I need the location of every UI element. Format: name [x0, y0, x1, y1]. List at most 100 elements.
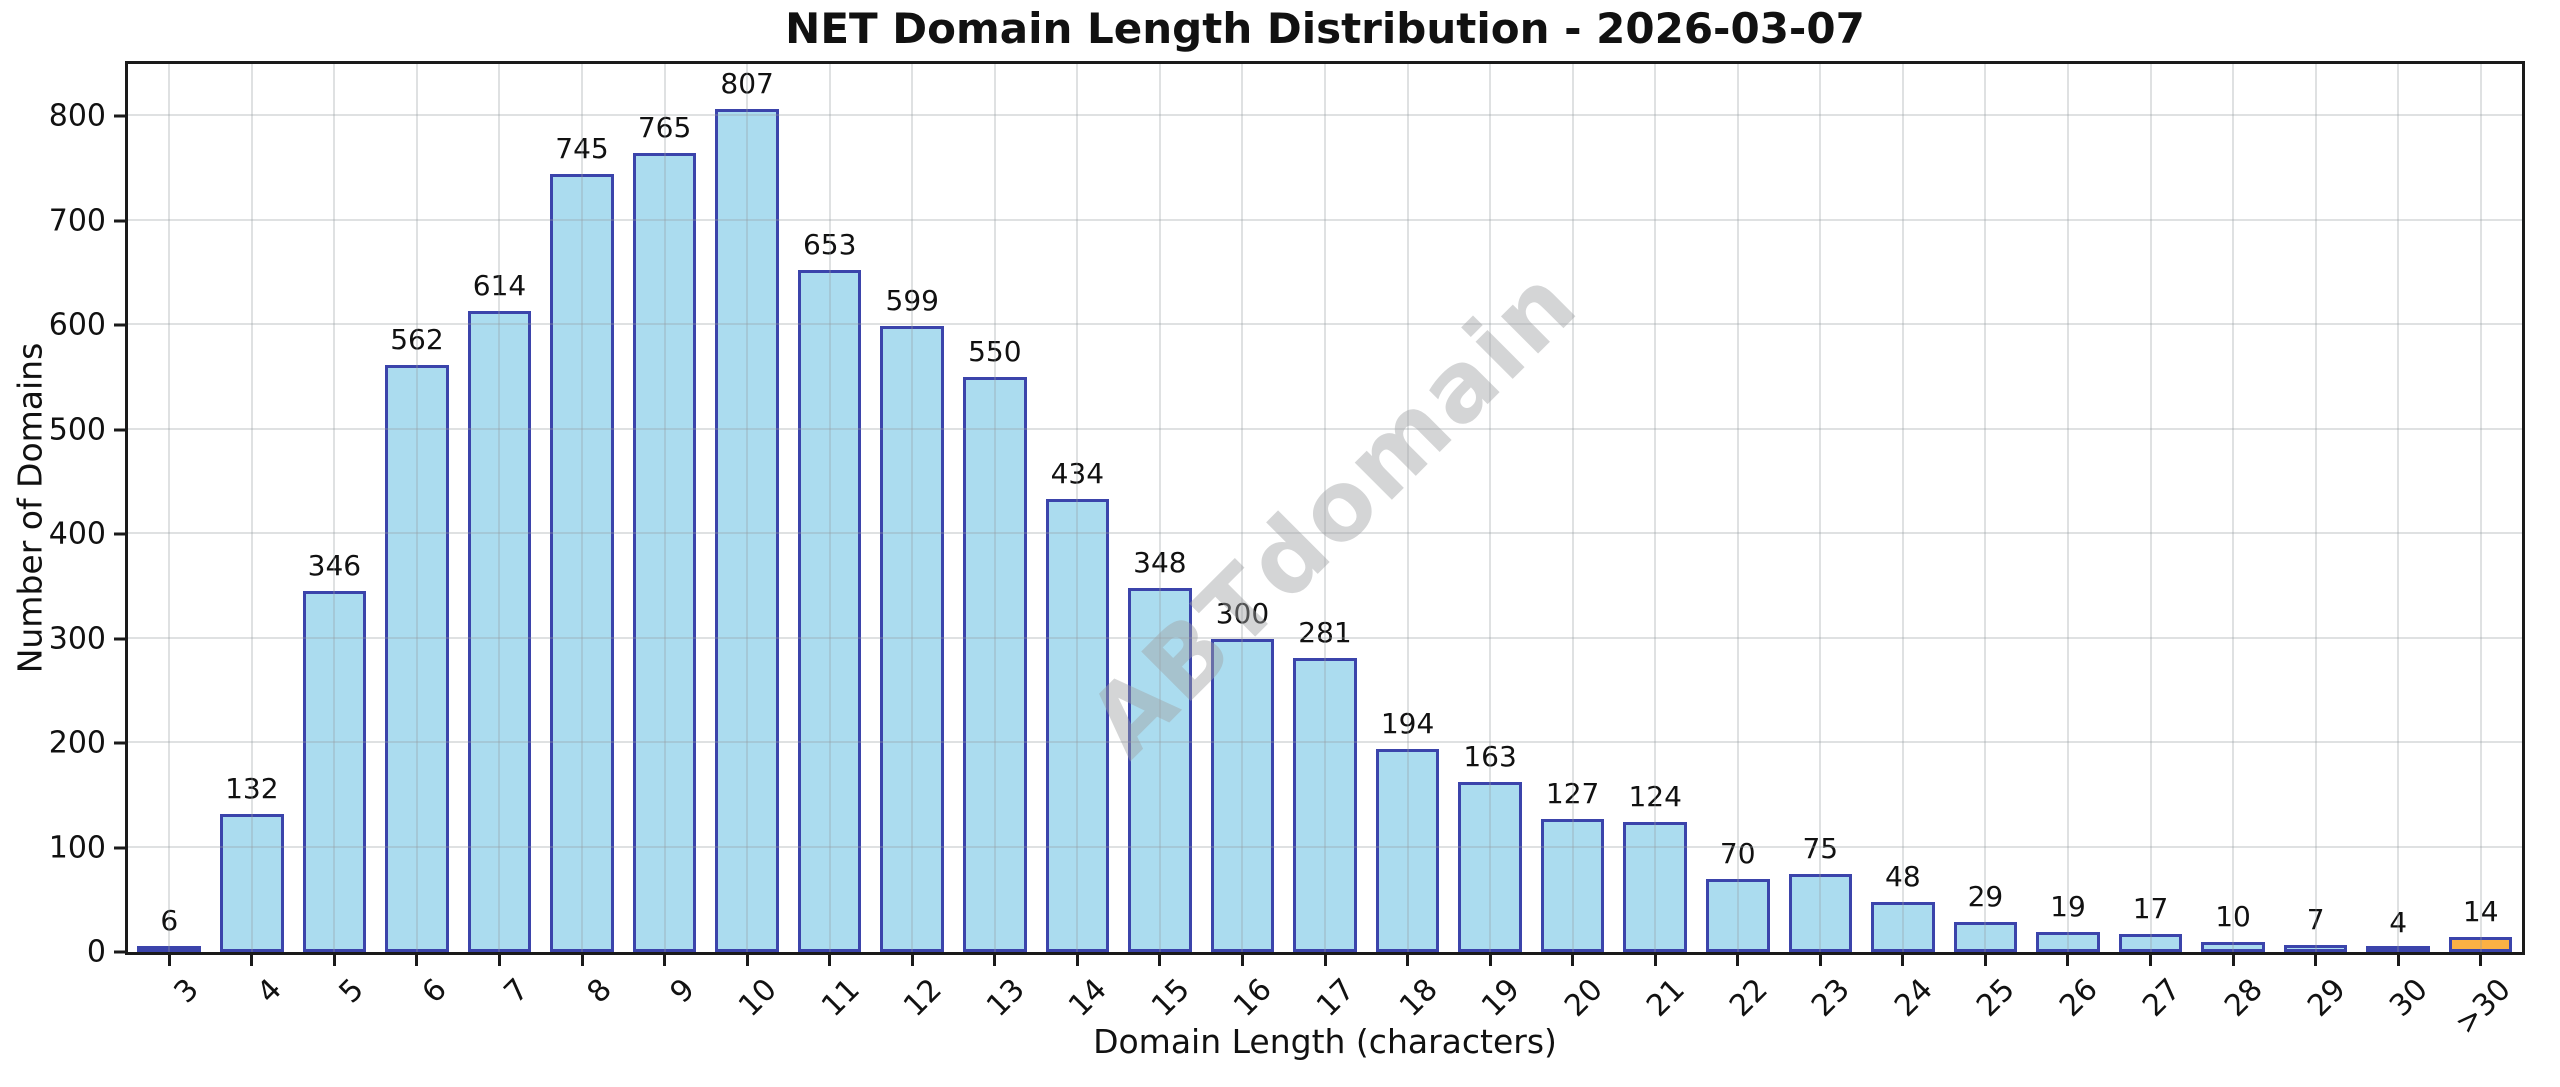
bar-7: 614	[458, 269, 541, 952]
bar-rect-9	[632, 152, 697, 952]
bar-rect-4	[220, 814, 284, 952]
gridline-horizontal	[128, 114, 2522, 117]
bar-value-label: 48	[1885, 859, 1921, 893]
bar-value-label: 75	[1802, 831, 1839, 865]
y-tick-mark	[114, 428, 128, 432]
bar-value-label: 194	[1380, 707, 1435, 741]
bar-rect-26	[2036, 932, 2100, 952]
x-tick-mark	[1818, 952, 1822, 966]
x-tick-mark	[1488, 952, 1492, 966]
x-tick-mark	[1901, 952, 1905, 966]
y-tick-label: 300	[48, 621, 106, 657]
y-tick-mark	[114, 846, 128, 850]
bar-value-label: 346	[307, 548, 362, 582]
bar-15: 348	[1119, 546, 1202, 952]
x-tick-mark	[250, 952, 254, 966]
y-axis-title: Number of Domains	[10, 342, 50, 674]
x-tick-label: 3	[167, 972, 207, 1011]
bar-rect-29	[2283, 944, 2348, 952]
x-tick-mark	[1406, 952, 1410, 966]
bar-rect-5	[302, 590, 367, 952]
x-tick-mark	[993, 952, 997, 966]
bar-rect-21	[1623, 822, 1687, 952]
x-tick-label: 8	[580, 972, 619, 1011]
x-tick-mark	[910, 952, 914, 966]
bar-value-label: 281	[1298, 616, 1352, 650]
x-tick-label: 26	[2052, 972, 2105, 1024]
bar-20: 127	[1531, 777, 1614, 952]
bar-6: 562	[376, 323, 459, 952]
x-tick-label: 16	[1227, 972, 1280, 1024]
bar-rect-15	[1128, 588, 1192, 952]
y-tick-label: 500	[48, 412, 106, 448]
bar-rect->30	[2448, 937, 2513, 952]
y-tick-label: 400	[48, 516, 106, 552]
bar-value-label: 14	[2462, 895, 2499, 929]
bar-rect-8	[550, 173, 614, 952]
y-tick-mark	[114, 532, 128, 536]
x-tick-label: 27	[2135, 972, 2188, 1024]
y-tick-mark	[114, 219, 128, 223]
bar-value-label: 348	[1133, 546, 1187, 580]
gridline-vertical	[1654, 64, 1657, 952]
y-tick-mark	[114, 741, 128, 745]
bar-value-label: 807	[720, 66, 774, 100]
y-tick-label: 100	[48, 830, 106, 866]
bar-18: 194	[1366, 707, 1449, 952]
bar-19: 163	[1449, 740, 1532, 952]
gridline-vertical	[2066, 64, 2069, 952]
plot-area: 0 100 200 300 400 500 600 700 800 6 3 132 4 346 5 562 6 6…	[49, 61, 2525, 1042]
bar-value-label: 132	[225, 772, 279, 806]
x-tick-label: 10	[732, 972, 784, 1024]
bar-13: 550	[954, 335, 1037, 952]
x-tick-label: 5	[332, 972, 372, 1011]
bar-value-label: 6	[160, 903, 179, 937]
chart-title: NET Domain Length Distribution - 2026-03…	[785, 4, 1865, 53]
x-tick-mark	[580, 952, 584, 966]
bar-value-label: 550	[968, 335, 1022, 369]
bar-value-label: 300	[1215, 596, 1270, 630]
x-tick-label: 13	[979, 972, 1032, 1024]
bar-10: 807	[706, 67, 789, 952]
x-tick-mark	[2396, 952, 2400, 966]
x-tick-label: 12	[897, 972, 949, 1024]
y-tick-mark	[114, 637, 128, 641]
bar-rect-25	[1953, 921, 2018, 952]
gridline-vertical	[2149, 64, 2152, 952]
bar-rect-23	[1788, 873, 1853, 952]
x-tick-mark	[1653, 952, 1657, 966]
bar-rect-27	[2118, 934, 2183, 952]
gridline-vertical	[2479, 64, 2482, 952]
x-tick-mark	[2066, 952, 2070, 966]
x-tick-mark	[1158, 952, 1162, 966]
bar-rect-12	[880, 326, 944, 952]
bar-rect-28	[2201, 941, 2265, 952]
bar-value-label: 29	[1967, 879, 2004, 913]
x-tick-mark	[2314, 952, 2318, 966]
gridline-vertical	[1984, 64, 1987, 952]
x-tick-label: 11	[814, 972, 867, 1024]
bar-9: 765	[623, 111, 706, 952]
bar-value-label: 19	[2050, 890, 2086, 924]
gridline-horizontal	[128, 218, 2522, 221]
x-tick-mark	[1571, 952, 1575, 966]
x-tick-mark	[663, 952, 667, 966]
bar-rect-22	[1705, 878, 1770, 952]
x-tick-mark	[2231, 952, 2235, 966]
x-tick-label: 14	[1062, 972, 1115, 1024]
bar-17: 281	[1284, 616, 1367, 952]
bar-value-label: 562	[390, 322, 444, 356]
x-tick-label: 23	[1805, 972, 1858, 1024]
bar-rect-13	[963, 377, 1027, 952]
bar-rect-11	[797, 269, 862, 952]
x-tick-label: 4	[250, 972, 289, 1011]
bar-value-label: 163	[1463, 739, 1517, 773]
bar-rect-18	[1375, 749, 1440, 952]
gridline-vertical	[168, 64, 171, 952]
x-tick-label: 9	[663, 972, 702, 1011]
gridline-vertical	[1901, 64, 1904, 952]
x-tick-mark	[415, 952, 419, 966]
x-tick-label: 7	[497, 972, 537, 1011]
x-axis-title: Domain Length (characters)	[1093, 1022, 1557, 1061]
